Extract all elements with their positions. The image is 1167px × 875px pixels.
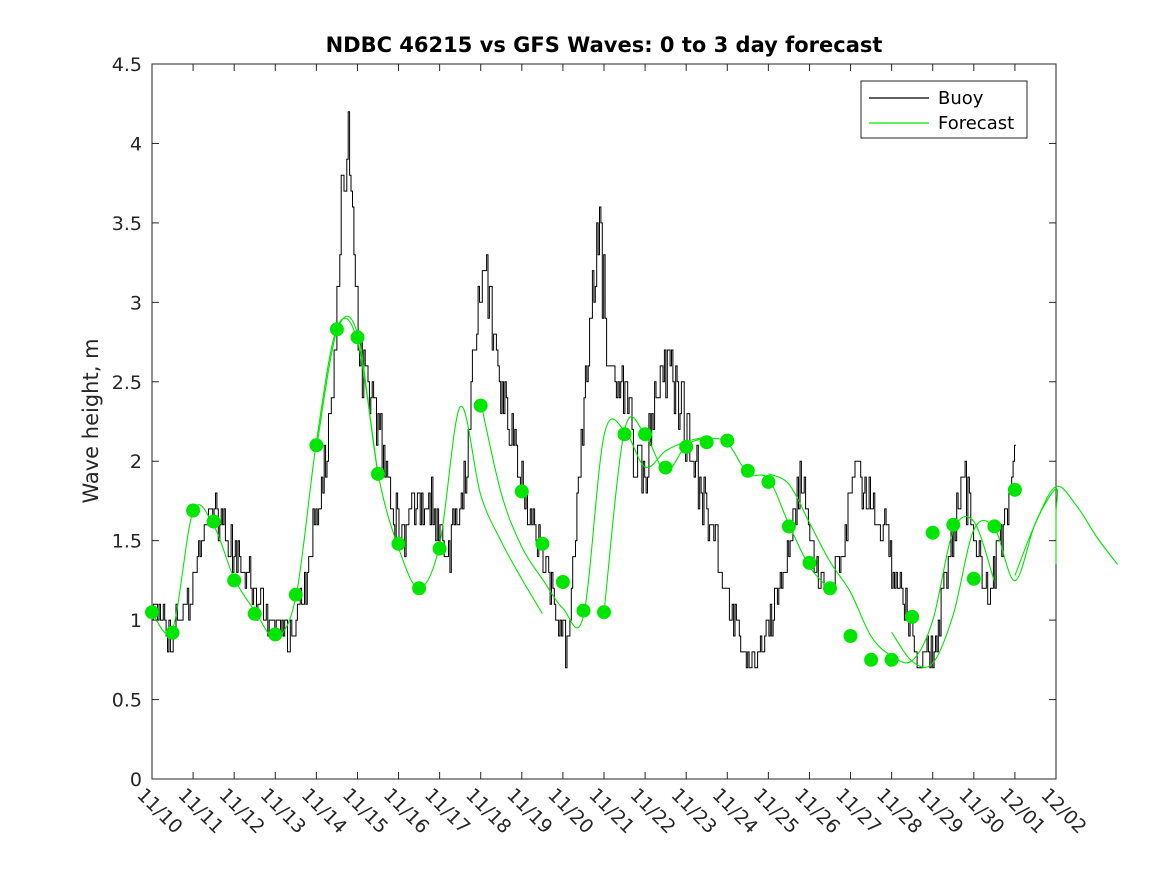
forecast-marker: [720, 433, 735, 448]
forecast-marker: [268, 627, 283, 642]
forecast-marker: [309, 438, 324, 453]
forecast-marker: [145, 605, 159, 620]
forecast-marker: [206, 514, 221, 529]
forecast-marker: [864, 652, 879, 667]
forecast-line: [891, 488, 1059, 669]
forecast-marker: [473, 398, 488, 413]
forecast-marker: [227, 573, 242, 588]
forecast-marker: [740, 463, 755, 478]
y-tick-label: 0.5: [112, 690, 142, 712]
forecast-marker: [412, 581, 427, 596]
forecast-marker: [658, 460, 673, 475]
forecast-marker: [823, 581, 837, 596]
y-tick-label: 4.5: [112, 54, 142, 76]
forecast-marker: [761, 474, 776, 489]
y-tick-label: 2: [130, 451, 142, 473]
forecast-marker: [288, 587, 303, 602]
chart-title: NDBC 46215 vs GFS Waves: 0 to 3 day fore…: [326, 33, 883, 57]
forecast-marker: [884, 652, 899, 667]
y-tick-label: 4: [130, 133, 142, 155]
forecast-marker: [905, 609, 920, 624]
plot-area: [145, 63, 1119, 780]
forecast-marker: [350, 330, 365, 345]
y-tick-label: 3.5: [112, 213, 142, 235]
forecast-marker: [247, 606, 262, 621]
y-axis: 0 0.5 1 1.5 2 2.5 3 3.5 4 4.5: [112, 54, 1056, 791]
forecast-marker: [186, 503, 201, 518]
forecast-marker: [555, 575, 570, 589]
forecast-marker: [781, 519, 796, 534]
y-tick-label: 1: [130, 610, 142, 632]
buoy-layer: [152, 111, 1016, 669]
forecast-marker: [617, 427, 632, 442]
forecast-marker: [679, 439, 694, 454]
y-tick-label: 0: [130, 769, 142, 791]
forecast-marker: [535, 536, 550, 551]
y-tick-label: 1.5: [112, 531, 142, 553]
legend-forecast-label: Forecast: [938, 113, 1014, 134]
forecast-marker: [987, 519, 1002, 534]
forecast-marker: [966, 571, 981, 586]
forecast-marker: [638, 427, 653, 442]
forecast-line: [1014, 485, 1119, 576]
forecast-marker: [329, 322, 344, 337]
buoy-line: [152, 111, 1016, 669]
forecast-marker: [597, 605, 611, 620]
forecast-marker: [802, 555, 817, 570]
legend-box: [860, 80, 1028, 139]
y-tick-label: 3: [130, 292, 142, 314]
axes-frame: [151, 63, 1057, 780]
forecast-marker: [699, 435, 714, 450]
forecast-marker: [514, 484, 529, 499]
forecast-marker: [391, 536, 406, 551]
forecast-line: [480, 401, 707, 629]
forecast-marker: [432, 541, 447, 556]
forecast-marker-layer: [145, 322, 1022, 667]
legend-buoy-label: Buoy: [938, 88, 984, 109]
forecast-marker: [843, 629, 858, 643]
forecast-marker: [371, 466, 385, 481]
y-tick-label: 2.5: [112, 372, 142, 394]
y-axis-label: Wave height, m: [79, 338, 103, 503]
forecast-line: [315, 315, 543, 614]
forecast-marker: [165, 625, 180, 640]
forecast-marker: [576, 603, 591, 618]
legend: Buoy Forecast: [860, 80, 1028, 139]
forecast-marker: [946, 517, 961, 532]
forecast-marker: [925, 525, 940, 540]
forecast-marker: [1007, 482, 1022, 497]
